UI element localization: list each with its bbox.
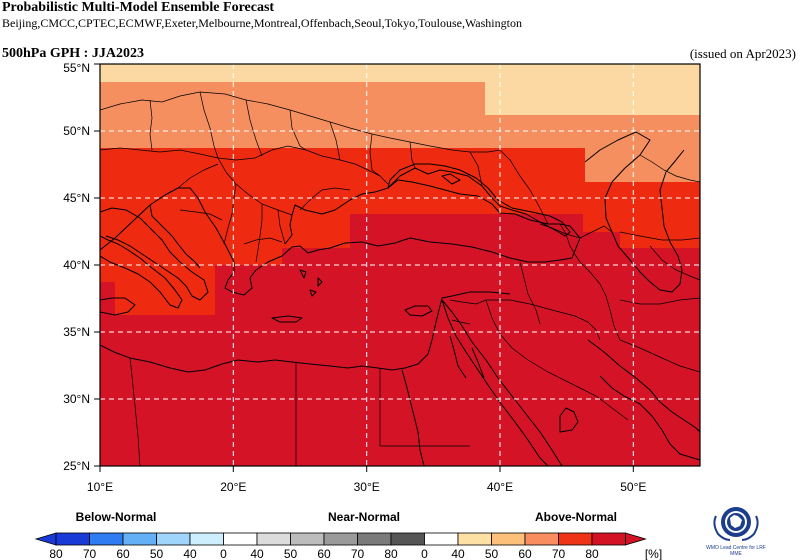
colorbar-swatch: [291, 533, 325, 545]
probability-colorbar: 80 70 60 50 40 0 40 50 60 70 80 0 40 50 60 70 80 [%]: [36, 533, 662, 560]
latitude-labels: 25°N 30°N 35°N 40°N 45°N 50°N 55°N: [63, 61, 90, 473]
colorbar-swatch: [90, 533, 124, 545]
colorbar-swatch: [324, 533, 358, 545]
colorbar-tick-label: 70: [83, 547, 97, 560]
below-normal-label: Below-Normal: [76, 510, 157, 524]
wmo-logo-caption: WMO Lead Centre for LRF MME: [700, 545, 772, 557]
colorbar-swatch: [123, 533, 157, 545]
above-normal-label: Above-Normal: [535, 510, 617, 524]
colorbar-left-arrow: [36, 533, 56, 545]
colorbar-tick-label: 80: [585, 547, 599, 560]
lat-label: 50°N: [63, 124, 90, 138]
colorbar-tick-label: 0: [421, 547, 428, 560]
colorbar-tick-label: 60: [317, 547, 331, 560]
colorbar-tick-label: 50: [150, 547, 164, 560]
colorbar-swatch: [358, 533, 392, 545]
lon-label: 40°E: [487, 480, 513, 494]
colorbar-swatch: [425, 533, 459, 545]
lon-label: 10°E: [87, 480, 113, 494]
lat-label: 30°N: [63, 392, 90, 406]
colorbar-right-arrow: [626, 533, 646, 545]
colorbar-tick-label: 80: [384, 547, 398, 560]
colorbar-tick-label: 50: [485, 547, 499, 560]
colorbar-swatch: [257, 533, 291, 545]
colorbar-unit: [%]: [645, 547, 662, 560]
colorbar-swatch: [157, 533, 191, 545]
colorbar-tick-label: 40: [183, 547, 197, 560]
colorbar-swatch: [224, 533, 258, 545]
colorbar-swatch: [525, 533, 559, 545]
colorbar-swatch: [190, 533, 224, 545]
colorbar-tick-label: 60: [518, 547, 532, 560]
lat-label: 40°N: [63, 258, 90, 272]
colorbar-swatch: [559, 533, 593, 545]
colorbar-tick-label: 50: [284, 547, 298, 560]
near-normal-label: Near-Normal: [328, 510, 400, 524]
lon-label: 50°E: [620, 480, 646, 494]
colorbar-swatch: [592, 533, 626, 545]
colorbar-tick-label: 80: [49, 547, 63, 560]
colorbar-swatch: [391, 533, 425, 545]
colorbar-tick-label: 40: [451, 547, 465, 560]
colorbar-swatch: [458, 533, 492, 545]
colorbar-tick-label: 40: [250, 547, 264, 560]
colorbar-swatch: [492, 533, 526, 545]
colorbar-tick-label: 0: [220, 547, 227, 560]
lat-label: 35°N: [63, 325, 90, 339]
lon-label: 20°E: [220, 480, 246, 494]
lat-label: 55°N: [63, 61, 90, 75]
lat-label: 45°N: [63, 191, 90, 205]
lon-label: 30°E: [354, 480, 380, 494]
lat-label: 25°N: [63, 459, 90, 473]
colorbar-tick-label: 70: [351, 547, 365, 560]
longitude-labels: 10°E 20°E 30°E 40°E 50°E: [87, 480, 646, 494]
colorbar-swatch: [56, 533, 90, 545]
colorbar-tick-label: 70: [552, 547, 566, 560]
colorbar-tick-label: 60: [116, 547, 130, 560]
